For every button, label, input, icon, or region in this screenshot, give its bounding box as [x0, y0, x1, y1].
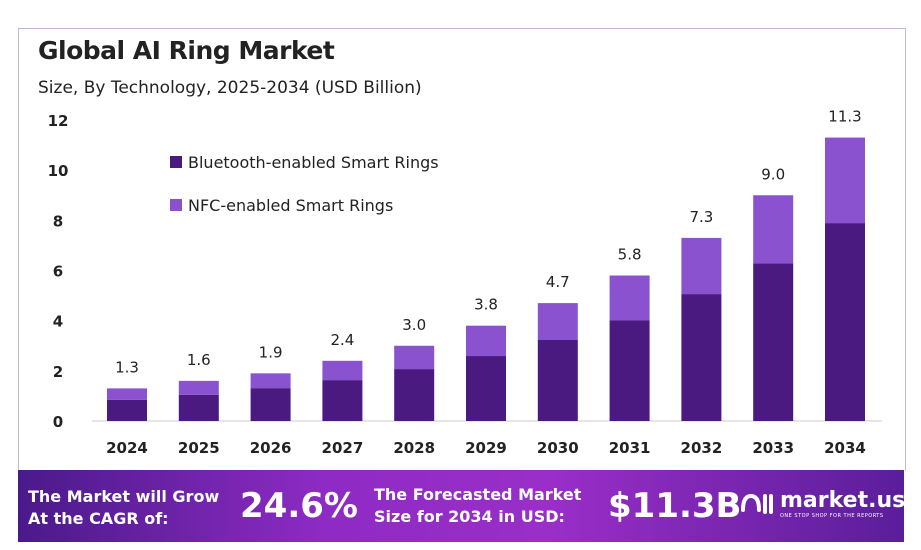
market-us-logo: market.us ONE STOP SHOP FOR THE REPORTS: [740, 488, 905, 519]
bar-total-label: 1.3: [115, 358, 139, 376]
bar-segment-nfc: [537, 303, 578, 340]
bar-segment-bluetooth: [681, 294, 722, 421]
bar-segment-bluetooth: [537, 339, 578, 421]
bar-segment-bluetooth: [322, 380, 363, 421]
bar-total-label: 2.4: [330, 331, 354, 349]
forecast-label: The Forecasted Market Size for 2034 in US…: [374, 484, 581, 528]
bar-segment-bluetooth: [250, 388, 291, 421]
bar-total-label: 1.9: [259, 343, 283, 361]
legend-swatch: [170, 156, 182, 168]
bar-total-label: 5.8: [618, 246, 642, 264]
forecast-value: $11.3B: [608, 486, 742, 526]
bar-segment-nfc: [107, 388, 147, 400]
logo-tagline: ONE STOP SHOP FOR THE REPORTS: [780, 513, 884, 519]
bar-segment-nfc: [681, 237, 722, 295]
y-tick-label: 2: [53, 363, 63, 381]
bar-segment-nfc: [250, 373, 291, 389]
y-tick-label: 6: [53, 263, 63, 281]
x-tick-label: 2033: [752, 439, 794, 457]
logo-text: market.us: [780, 488, 906, 513]
x-tick-label: 2034: [824, 439, 866, 457]
forecast-label-line2: Size for 2034 in USD:: [374, 507, 565, 526]
x-tick-label: 2027: [322, 439, 364, 457]
y-tick-label: 0: [53, 413, 63, 431]
bar-segment-nfc: [825, 137, 865, 224]
x-tick-label: 2029: [465, 439, 507, 457]
bar-total-label: 11.3: [828, 108, 861, 126]
y-tick-label: 12: [48, 112, 69, 130]
bar-segment-bluetooth: [825, 223, 865, 421]
bar-segment-bluetooth: [394, 369, 435, 421]
bar-chart: 0 2 4 6 8 10 12 1.3 2024 1.6 2025 1.9 2026 2.4 2027 3.0…: [48, 108, 882, 457]
summary-banner: The Market will Grow At the CAGR of: 24.6…: [18, 470, 905, 542]
bar-segment-nfc: [322, 360, 363, 381]
chart-title: Global AI Ring Market: [38, 36, 335, 65]
cagr-label-line2: At the CAGR of:: [28, 509, 169, 528]
bar-total-label: 4.7: [546, 273, 570, 291]
x-tick-label: 2026: [250, 439, 292, 457]
cagr-label-line1: The Market will Grow: [28, 487, 220, 506]
x-tick-label: 2032: [681, 439, 723, 457]
bar-segment-bluetooth: [753, 263, 794, 421]
bar-segment-nfc: [609, 275, 650, 321]
y-tick-label: 4: [53, 313, 63, 331]
bar-total-label: 1.6: [187, 351, 211, 369]
x-tick-label: 2025: [178, 439, 220, 457]
x-tick-label: 2024: [106, 439, 148, 457]
legend-label: Bluetooth-enabled Smart Rings: [188, 153, 439, 172]
bar-total-label: 3.0: [402, 316, 426, 334]
cagr-value: 24.6%: [240, 486, 358, 526]
bar-segment-nfc: [178, 380, 219, 395]
legend-swatch: [170, 199, 182, 211]
chart-subtitle: Size, By Technology, 2025-2034 (USD Bill…: [38, 78, 422, 98]
y-tick-label: 8: [53, 212, 63, 230]
bar-segment-bluetooth: [609, 320, 650, 421]
y-tick-label: 10: [48, 162, 69, 180]
bar-segment-nfc: [394, 345, 435, 370]
bar-total-label: 9.0: [761, 165, 785, 183]
x-tick-label: 2030: [537, 439, 579, 457]
bar-segment-nfc: [466, 325, 506, 357]
bar-segment-bluetooth: [107, 399, 147, 421]
bar-segment-bluetooth: [178, 394, 219, 421]
x-tick-label: 2031: [609, 439, 651, 457]
x-tick-label: 2028: [393, 439, 435, 457]
bar-total-label: 7.3: [689, 208, 713, 226]
bar-segment-nfc: [753, 195, 794, 264]
legend-label: NFC-enabled Smart Rings: [188, 196, 393, 215]
bar-total-label: 3.8: [474, 296, 498, 314]
cagr-label: The Market will Grow At the CAGR of:: [28, 486, 219, 530]
bar-segment-bluetooth: [466, 356, 506, 421]
forecast-label-line1: The Forecasted Market: [374, 485, 582, 504]
logo-icon: [741, 493, 773, 514]
